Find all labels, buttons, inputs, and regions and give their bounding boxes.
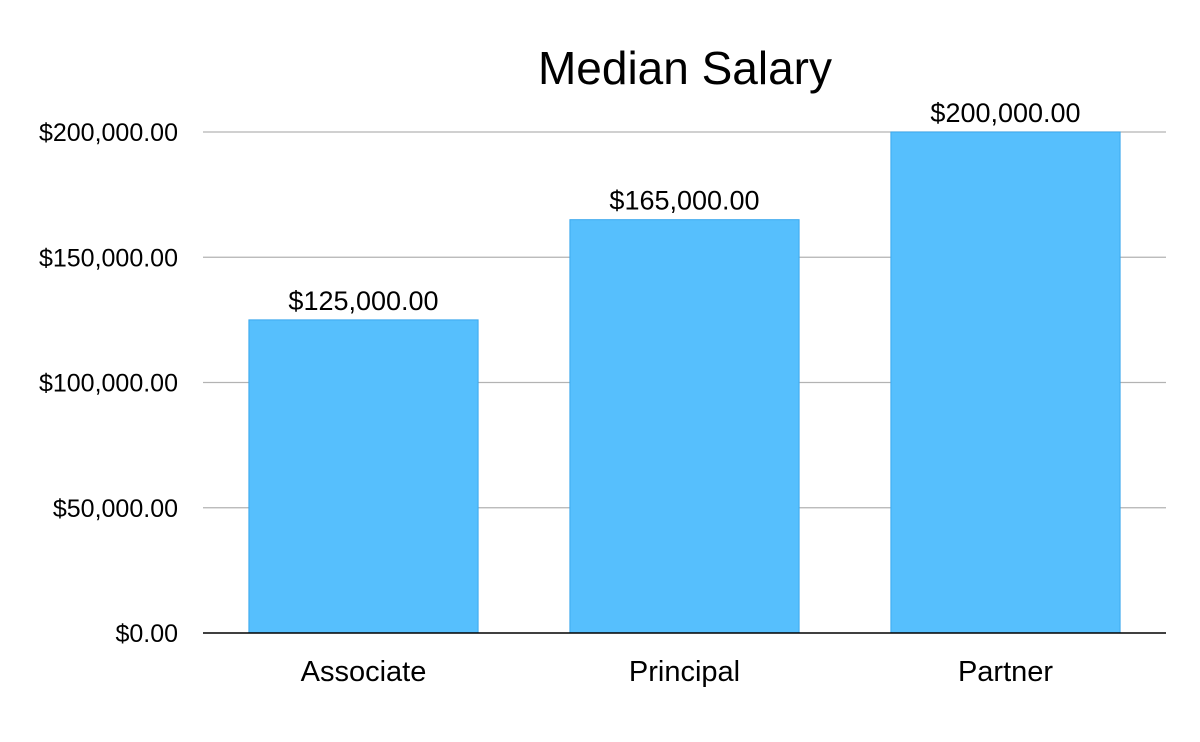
y-tick-label: $100,000.00 — [39, 370, 178, 398]
value-label: $200,000.00 — [930, 98, 1080, 128]
x-axis-categories: Associate Principal Partner — [301, 656, 1054, 688]
x-category-label: Principal — [629, 656, 740, 688]
y-tick-label: $150,000.00 — [39, 244, 178, 272]
x-category-label: Partner — [958, 656, 1053, 688]
x-category-label: Associate — [301, 656, 427, 688]
y-tick-label: $50,000.00 — [53, 495, 178, 523]
value-labels: $125,000.00 $165,000.00 $200,000.00 — [288, 98, 1080, 316]
bar-partner — [890, 131, 1121, 634]
y-tick-label: $200,000.00 — [39, 119, 178, 147]
chart-title: Median Salary — [538, 42, 832, 94]
value-label: $125,000.00 — [288, 286, 438, 316]
y-tick-label: $0.00 — [115, 620, 178, 648]
bar-associate — [248, 319, 479, 634]
value-label: $165,000.00 — [609, 186, 759, 216]
bar-principal — [569, 219, 800, 634]
y-axis-ticks: $0.00 $50,000.00 $100,000.00 $150,000.00 $20… — [39, 119, 178, 648]
bars — [248, 131, 1121, 634]
